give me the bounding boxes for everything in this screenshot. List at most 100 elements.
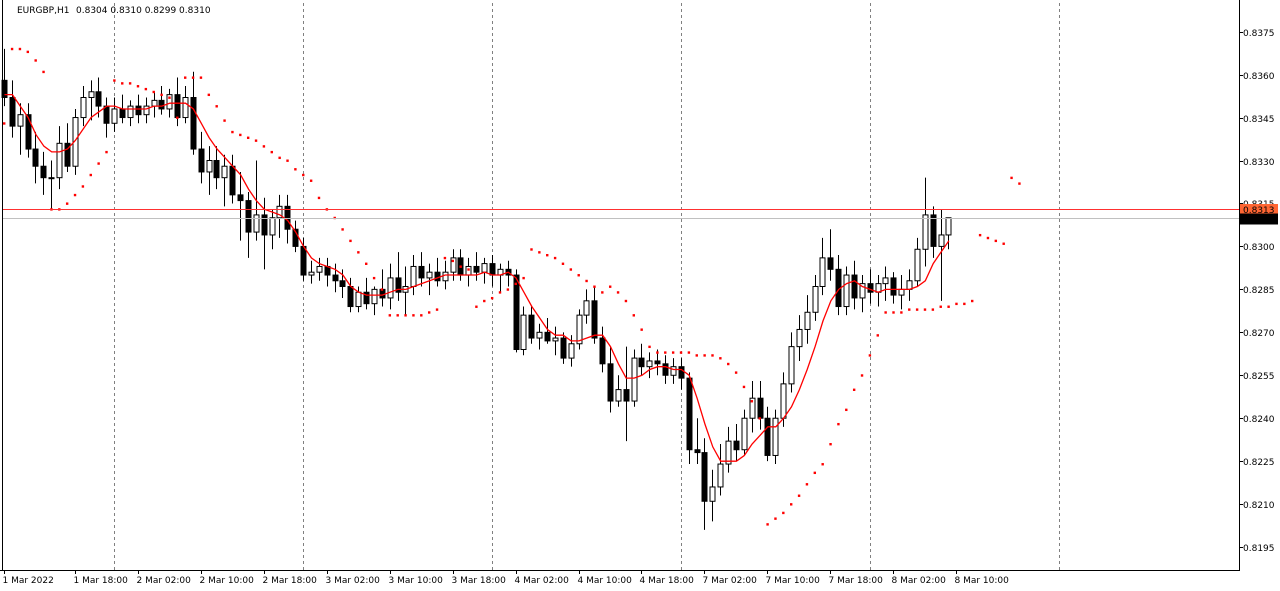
candle-body-bull: [221, 165, 228, 179]
sar-dot: [931, 308, 935, 311]
candle-body-bull: [442, 271, 449, 282]
candle-body-bull: [709, 486, 716, 502]
sar-dot: [986, 236, 990, 240]
candle-body-bear: [245, 200, 252, 233]
sar-dot: [199, 76, 203, 79]
candle-body-bull: [410, 265, 417, 288]
sar-dot: [396, 314, 399, 317]
sar-dot: [837, 422, 840, 426]
candle-body-bear: [489, 263, 496, 276]
sar-dot: [860, 374, 864, 377]
time-tick-label: 2 Mar 10:00: [200, 576, 255, 586]
sar-dot: [270, 150, 273, 154]
sar-dot: [766, 523, 769, 526]
candle-body-bull: [520, 314, 527, 350]
candle-body-bull: [717, 463, 724, 488]
sar-dot: [1018, 182, 1021, 185]
time-tick-label: 2 Mar 18:00: [263, 576, 318, 586]
sar-dot: [608, 285, 612, 288]
sar-dot: [719, 357, 722, 360]
sar-dot: [215, 105, 218, 108]
candle-body-bull: [56, 142, 63, 179]
sar-dot: [10, 47, 14, 51]
sar-dot: [687, 351, 691, 354]
candle-body-bear: [701, 452, 708, 502]
candle-body-bull: [481, 263, 488, 273]
sar-dot: [1002, 242, 1005, 245]
candle-body-bull: [772, 417, 779, 456]
time-tick-label: 8 Mar 02:00: [892, 576, 947, 586]
sar-dot: [435, 308, 439, 311]
candle-body-bear: [867, 283, 874, 293]
sar-dot: [144, 87, 148, 91]
sar-dot: [963, 302, 966, 306]
sar-dot: [254, 139, 258, 142]
candle-body-bear: [284, 205, 291, 230]
candle-body-bull: [166, 94, 173, 110]
sar-dot: [207, 93, 211, 97]
moving-average-line: [4, 93, 950, 462]
candle-body-bull: [450, 257, 457, 273]
candle-body-bear: [662, 363, 669, 376]
candle-body-bear: [560, 337, 567, 359]
candle-body-bull: [882, 277, 889, 285]
price-tick-label: 0.8255: [1243, 372, 1275, 382]
sar-dot: [42, 70, 45, 74]
sar-dot: [711, 354, 714, 357]
candle-body-bull: [568, 343, 575, 359]
sar-dot: [569, 268, 573, 271]
candle-body-bull: [749, 397, 756, 419]
candle-body-bull: [898, 288, 905, 296]
sar-dot: [782, 511, 785, 515]
sar-dot: [695, 354, 698, 357]
plot-frame: [0, 0, 1240, 571]
candle-body-bear: [395, 277, 402, 293]
candle-body-bull: [143, 105, 150, 116]
candle-body-bear: [135, 105, 142, 116]
sar-dot: [750, 400, 754, 403]
sar-dot: [538, 251, 541, 254]
sar-dot: [246, 136, 250, 139]
sar-dot: [65, 202, 69, 205]
candle-body-bull: [465, 265, 472, 276]
candle-body-bear: [654, 360, 661, 365]
sar-dot: [365, 262, 368, 265]
candle-body-bull: [276, 205, 283, 219]
sar-dot: [900, 311, 903, 314]
sar-dot: [805, 483, 809, 486]
sar-dot: [742, 385, 746, 389]
candle-body-bull: [111, 108, 118, 124]
candle-body-bull: [804, 311, 811, 330]
sar-dot: [231, 130, 234, 134]
moving-average-series: [4, 93, 950, 462]
candle-body-bull: [88, 91, 95, 99]
time-tick-label: 7 Mar 02:00: [703, 576, 758, 586]
sar-dot: [3, 122, 6, 125]
candle-body-bull: [725, 440, 732, 465]
candle-body-bull: [646, 360, 653, 368]
candle-body-bear: [733, 440, 740, 451]
sar-dot: [498, 291, 502, 294]
candle-body-bear: [190, 97, 197, 150]
sar-dot: [475, 305, 478, 308]
sar-dot: [892, 311, 895, 314]
ask-price-label: 0.8313: [1243, 206, 1275, 216]
sar-dot: [640, 328, 643, 331]
sar-dot: [427, 311, 431, 314]
sar-dot: [845, 408, 848, 412]
sar-dot: [349, 239, 352, 243]
candle-body-bear: [694, 449, 701, 454]
candle-body-bull: [812, 286, 819, 313]
candle-body-bear: [363, 291, 370, 305]
candle-body-bear: [25, 114, 32, 150]
sar-dot: [451, 259, 454, 263]
candle-body-bear: [513, 274, 520, 350]
sar-dot: [341, 228, 344, 231]
sar-dot: [459, 265, 462, 268]
sar-dot: [128, 82, 132, 85]
sar-dot: [223, 119, 226, 122]
candle-body-bear: [9, 97, 16, 127]
time-axis: 1 Mar 2022 1 Mar 18:00 2 Mar 02:00 2 Mar 10…: [3, 570, 1009, 586]
candle-body-bull: [536, 331, 543, 339]
